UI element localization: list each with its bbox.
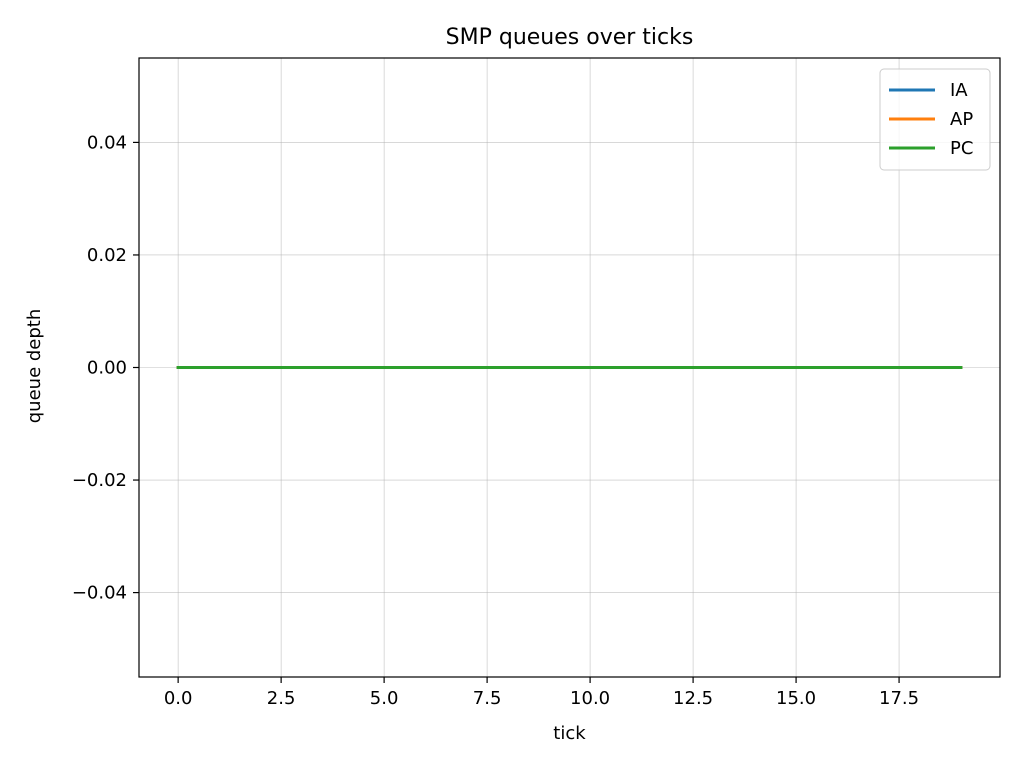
chart-title: SMP queues over ticks xyxy=(446,25,694,50)
x-tick-label: 17.5 xyxy=(879,688,919,709)
x-tick-label: 10.0 xyxy=(570,688,610,709)
y-tick-label: 0.00 xyxy=(87,358,127,379)
x-tick-label: 12.5 xyxy=(673,688,713,709)
legend: IA AP PC xyxy=(879,68,991,171)
x-tick-label: 15.0 xyxy=(776,688,816,709)
x-axis-ticks: 0.0 2.5 5.0 7.5 10.0 12.5 15.0 17.5 xyxy=(164,677,919,709)
y-tick-label: −0.04 xyxy=(72,583,127,604)
x-tick-label: 5.0 xyxy=(370,688,399,709)
legend-label-ia: IA xyxy=(950,80,968,101)
x-tick-label: 0.0 xyxy=(164,688,193,709)
x-tick-label: 7.5 xyxy=(473,688,502,709)
y-axis-ticks: −0.04 −0.02 0.00 0.02 0.04 xyxy=(72,132,139,604)
y-tick-label: 0.02 xyxy=(87,245,127,266)
y-axis-label: queue depth xyxy=(24,309,45,424)
y-tick-label: −0.02 xyxy=(72,470,127,491)
x-tick-label: 2.5 xyxy=(267,688,296,709)
legend-label-pc: PC xyxy=(950,138,973,159)
legend-label-ap: AP xyxy=(950,109,973,130)
y-tick-label: 0.04 xyxy=(87,132,127,153)
x-axis-label: tick xyxy=(553,723,586,744)
